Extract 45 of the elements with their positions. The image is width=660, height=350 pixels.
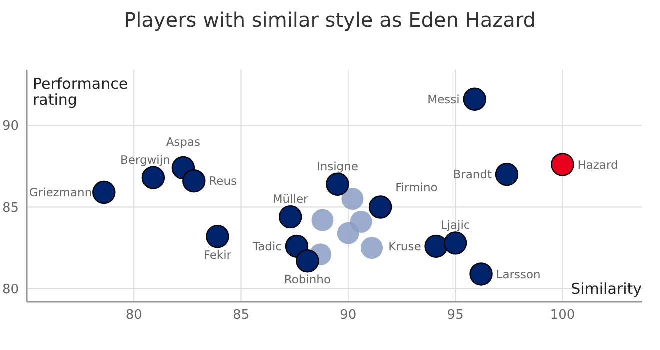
annotation: Robinho <box>284 272 332 286</box>
point <box>495 162 519 186</box>
point <box>278 205 302 229</box>
annotation: Ljajic <box>440 218 470 232</box>
point <box>337 222 360 244</box>
point <box>206 225 230 248</box>
annotation: Kruse <box>388 240 422 254</box>
annotation: Messi <box>428 92 460 106</box>
y-tick-label: 80 <box>2 282 19 298</box>
point <box>424 234 448 258</box>
annotation: Brandt <box>453 168 492 182</box>
y-tick-label: 85 <box>2 200 19 216</box>
point <box>361 237 383 260</box>
point <box>444 232 468 255</box>
annotation: Müller <box>272 192 309 206</box>
point <box>342 188 364 210</box>
x-axis-title: Similarity <box>570 280 642 298</box>
x-tick-label: 100 <box>550 308 576 324</box>
point <box>463 88 486 112</box>
chart-title: Players with similar style as Eden Hazard <box>123 8 537 32</box>
annotation: Firmino <box>396 180 438 194</box>
point <box>296 250 320 273</box>
x-tick-label: 85 <box>233 308 250 324</box>
annotation: Tadic <box>252 240 282 254</box>
x-tick-label: 90 <box>340 308 357 324</box>
annotation: Larsson <box>496 267 541 282</box>
point <box>326 172 350 196</box>
point <box>92 180 116 204</box>
point <box>551 153 574 176</box>
annotation: Fekir <box>204 248 232 262</box>
annotation: Hazard <box>578 158 618 172</box>
annotation: Insigne <box>316 159 358 174</box>
annotation: Griezmann <box>29 186 92 200</box>
point <box>470 262 493 286</box>
x-tick-label: 95 <box>447 308 464 324</box>
annotation: Bergwijn <box>120 152 170 167</box>
x-tick-label: 80 <box>126 308 142 324</box>
annotation: Aspas <box>166 135 201 150</box>
y-axis-title: Performance rating <box>33 75 130 109</box>
annotation: Reus <box>209 174 237 188</box>
point <box>312 209 334 232</box>
point <box>142 166 166 190</box>
point <box>182 170 206 193</box>
y-tick-label: 90 <box>2 119 19 134</box>
point <box>368 196 392 219</box>
